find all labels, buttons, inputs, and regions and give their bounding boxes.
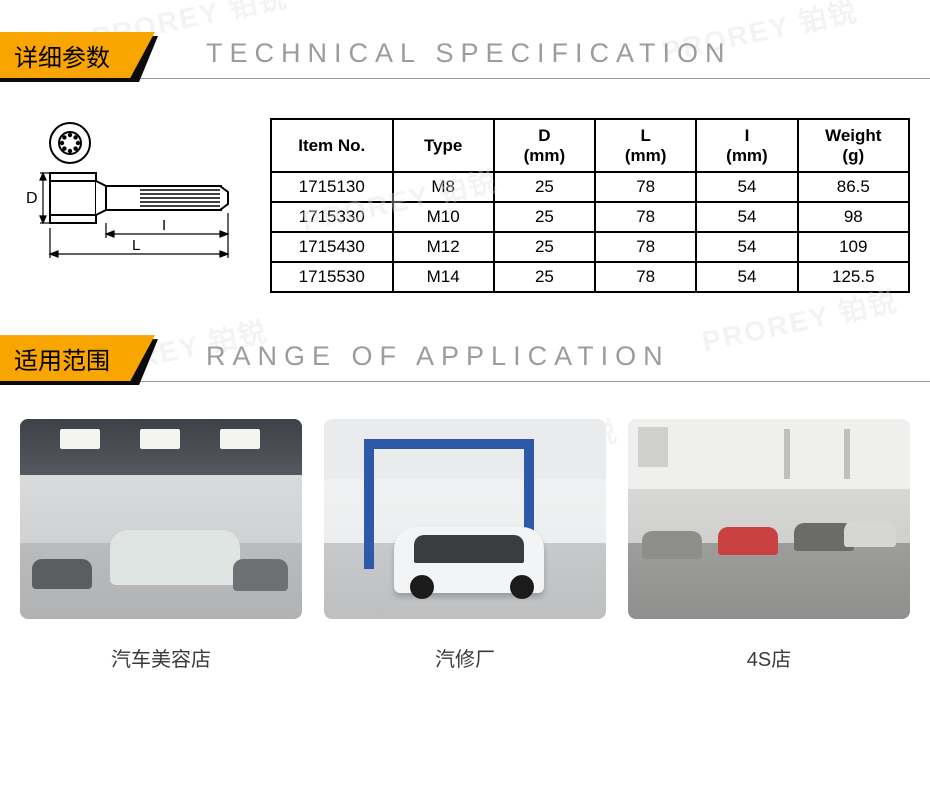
section-title-en: TECHNICAL SPECIFICATION (206, 38, 732, 69)
application-caption: 汽修厂 (435, 643, 495, 672)
dim-I: I (162, 217, 166, 234)
application-image-detailing-shop (20, 419, 302, 619)
section-specification: 详细参数 TECHNICAL SPECIFICATION (0, 0, 930, 323)
table-row: 1715330 M10 25 78 54 98 (271, 202, 909, 232)
section-tab-label: 适用范围 (0, 335, 155, 381)
application-item: 汽修厂 (324, 419, 606, 672)
col-W: Weight(g) (798, 119, 909, 172)
table-header-row: Item No. Type D(mm) L(mm) I(mm) Weight(g… (271, 119, 909, 172)
spec-table: Item No. Type D(mm) L(mm) I(mm) Weight(g… (270, 118, 910, 293)
table-row: 1715430 M12 25 78 54 109 (271, 232, 909, 262)
section-tab-label: 详细参数 (0, 32, 155, 78)
application-caption: 4S店 (747, 643, 791, 672)
application-image-repair-shop (324, 419, 606, 619)
col-D: D(mm) (494, 119, 595, 172)
application-caption: 汽车美容店 (111, 643, 211, 672)
product-diagram: D I L (20, 118, 260, 278)
col-item: Item No. (271, 119, 393, 172)
application-image-4s-shop (628, 419, 910, 619)
dim-L: L (132, 237, 140, 254)
section-header: 详细参数 TECHNICAL SPECIFICATION (0, 32, 930, 82)
section-application: 适用范围 RANGE OF APPLICATION 汽车美容店 (0, 323, 930, 672)
col-type: Type (393, 119, 494, 172)
col-L: L(mm) (595, 119, 696, 172)
application-item: 汽车美容店 (20, 419, 302, 672)
section-header: 适用范围 RANGE OF APPLICATION (0, 335, 930, 385)
dim-D: D (26, 190, 38, 207)
table-row: 1715530 M14 25 78 54 125.5 (271, 262, 909, 292)
section-title-en: RANGE OF APPLICATION (206, 341, 670, 372)
table-row: 1715130 M8 25 78 54 86.5 (271, 172, 909, 202)
col-I: I(mm) (696, 119, 797, 172)
application-item: 4S店 (628, 419, 910, 672)
